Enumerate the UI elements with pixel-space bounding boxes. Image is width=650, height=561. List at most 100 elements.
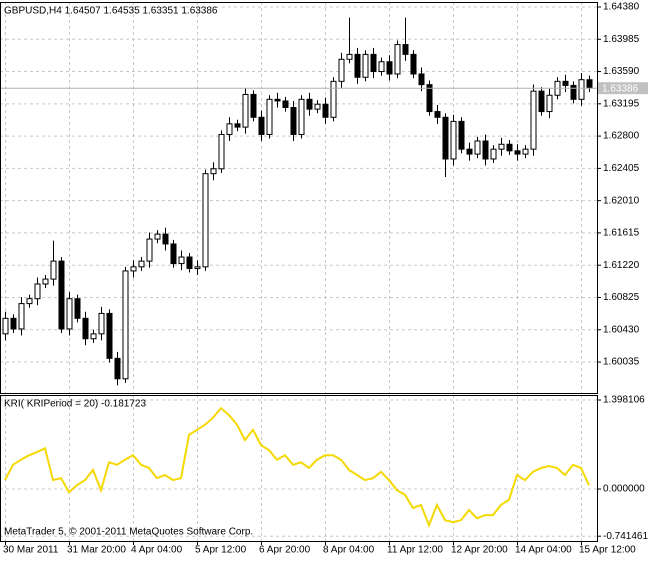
candle-body — [546, 94, 553, 113]
candle-body — [530, 90, 537, 150]
y-tick-label: 1.60430 — [603, 324, 640, 335]
candle-body — [42, 278, 49, 285]
candle-body — [410, 53, 417, 75]
candle-body — [162, 233, 169, 245]
candle-body — [106, 312, 113, 359]
candle-body — [578, 79, 585, 100]
candle-body — [474, 140, 481, 155]
candle-body — [234, 123, 241, 128]
candle-body — [10, 317, 17, 330]
y-tick-label: 1.61220 — [603, 260, 640, 271]
candle-body — [570, 84, 577, 100]
y-tick-label: 1.398106 — [603, 395, 645, 406]
y-tick-label: 1.64380 — [603, 2, 640, 13]
chart-title: GBPUSD,H4 1.64507 1.64535 1.63351 1.6338… — [4, 6, 218, 17]
candle-body — [34, 283, 41, 300]
candle-body — [418, 73, 425, 86]
candle-body — [58, 260, 65, 330]
candle-body — [210, 168, 217, 175]
x-tick-label: 30 Mar 2011 — [3, 545, 59, 556]
indicator-line — [4, 406, 590, 529]
candle-body — [386, 61, 393, 75]
candle-body — [498, 143, 505, 150]
candle-body — [394, 44, 401, 75]
y-tick-label: 1.62405 — [603, 163, 640, 174]
current-price-box — [598, 82, 648, 95]
candle-body — [490, 148, 497, 160]
y-tick-label: 0.000000 — [603, 484, 645, 495]
panel-frame — [0, 2, 598, 394]
y-tick-label: 1.63590 — [603, 66, 640, 77]
candle-body — [450, 120, 457, 160]
x-tick-label: 15 Apr 12:00 — [579, 545, 636, 556]
x-tick-label: 8 Apr 04:00 — [323, 545, 375, 556]
candle-body — [90, 333, 97, 340]
candle-body — [338, 58, 345, 82]
candle-body — [74, 298, 81, 319]
candle-body — [522, 148, 529, 155]
panel-frame — [0, 395, 598, 542]
x-tick-label: 6 Apr 20:00 — [259, 545, 311, 556]
candle-body — [370, 53, 377, 73]
candle-body — [66, 298, 73, 330]
candle-body — [506, 143, 513, 152]
x-tick-label: 5 Apr 12:00 — [195, 545, 247, 556]
x-tick-label: 14 Apr 04:00 — [515, 545, 572, 556]
y-tick-label: 1.61615 — [603, 228, 640, 239]
x-tick-label: 31 Mar 20:00 — [67, 545, 126, 556]
candle-body — [378, 61, 385, 73]
candle-body — [306, 98, 313, 110]
candle-body — [314, 103, 321, 110]
candle-body — [562, 80, 569, 86]
candle-body — [218, 133, 225, 170]
candle-body — [82, 317, 89, 340]
candle-body — [442, 116, 449, 160]
y-tick-label: 1.62800 — [603, 131, 640, 142]
candle-body — [130, 266, 137, 272]
candle-body — [186, 256, 193, 269]
candle-body — [122, 270, 129, 380]
candle-body — [482, 140, 489, 160]
candle-body — [154, 233, 161, 240]
x-tick-label: 11 Apr 12:00 — [387, 545, 443, 556]
candle-body — [26, 298, 33, 305]
candle-body — [202, 173, 209, 268]
copyright: MetaTrader 5, © 2001-2011 MetaQuotes Sof… — [4, 527, 253, 538]
y-tick-label: 1.60035 — [603, 357, 640, 368]
y-tick-label: 1.63985 — [603, 34, 640, 45]
candle-body — [98, 312, 105, 335]
candle-body — [362, 53, 369, 78]
candle-body — [2, 317, 9, 335]
y-tick-label: -0.741461 — [603, 531, 648, 542]
candle-body — [18, 303, 25, 330]
candle-body — [298, 98, 305, 135]
candle-body — [274, 98, 281, 102]
y-tick-label: 1.63195 — [603, 98, 640, 109]
candle-body — [114, 357, 121, 380]
candle-body — [290, 106, 297, 135]
candle-body — [178, 256, 185, 265]
candle-body — [226, 123, 233, 135]
candle-body — [434, 111, 441, 118]
current-price-label: 1.63386 — [602, 83, 639, 94]
candle-body — [266, 98, 273, 135]
candle-body — [194, 266, 201, 269]
candle-body — [50, 260, 57, 280]
x-tick-label: 4 Apr 04:00 — [131, 545, 183, 556]
x-tick-label: 12 Apr 20:00 — [451, 545, 508, 556]
candle-body — [138, 260, 145, 268]
candle-body — [258, 116, 265, 135]
candle-body — [242, 93, 249, 128]
candle-body — [322, 103, 329, 118]
candle-body — [282, 100, 289, 108]
candle-body — [250, 93, 257, 118]
candle-body — [170, 243, 177, 265]
y-tick-label: 1.62010 — [603, 195, 640, 206]
candle-body — [458, 120, 465, 150]
candle-body — [538, 90, 545, 113]
candle-body — [354, 53, 361, 78]
candle-body — [146, 238, 153, 262]
candle-body — [426, 84, 433, 113]
candle-body — [586, 79, 593, 89]
